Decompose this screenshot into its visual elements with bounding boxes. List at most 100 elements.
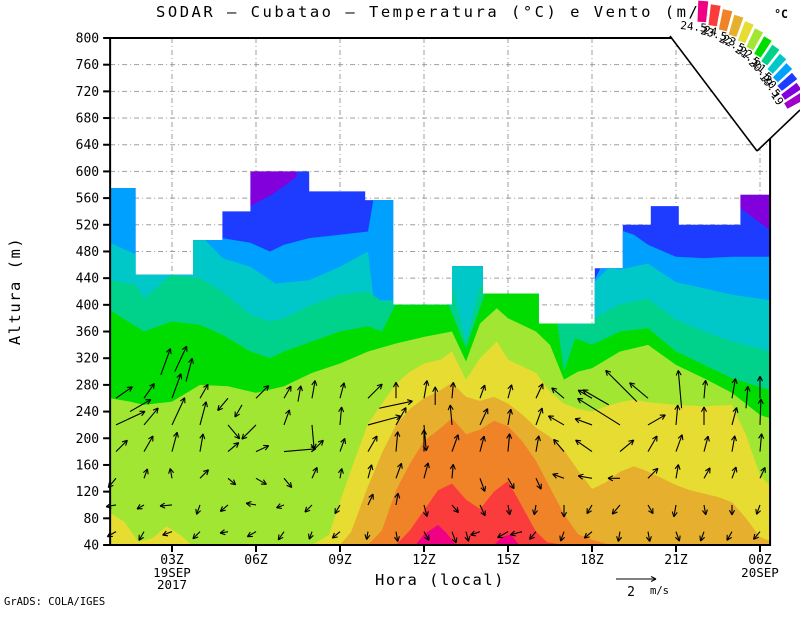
vector-head — [505, 510, 511, 516]
vector-head — [422, 512, 428, 517]
temp-band-purple-patch — [740, 194, 771, 231]
wind-vector — [551, 387, 565, 399]
vector-head — [233, 479, 237, 485]
vector-shaft — [283, 448, 316, 453]
x-tick-label: 15Z — [496, 553, 520, 568]
wind-vector — [129, 399, 152, 413]
wind-vector — [171, 373, 183, 399]
vector-shaft — [423, 462, 429, 479]
wind-vector — [671, 504, 678, 518]
wind-vector — [168, 468, 175, 479]
wind-vector — [730, 435, 737, 452]
wind-vector — [507, 478, 515, 490]
vector-head — [447, 404, 451, 411]
vector-shaft — [367, 493, 374, 506]
vector-head — [756, 375, 761, 382]
wind-vector — [731, 407, 739, 426]
vector-head — [452, 382, 457, 388]
vector-head — [631, 439, 635, 446]
vector-head — [219, 532, 226, 536]
y-tick-label: 720 — [76, 85, 99, 100]
wind-vector — [577, 397, 621, 426]
x-tick-label: 12Z — [412, 553, 436, 568]
wind-vector — [138, 531, 145, 541]
vector-shaft — [129, 399, 152, 413]
vector-shaft — [106, 504, 117, 508]
vector-head — [147, 399, 152, 405]
wind-vector — [115, 410, 146, 426]
vector-head — [286, 484, 292, 488]
wind-vector — [199, 469, 210, 479]
vector-head — [452, 464, 456, 470]
vector-shaft — [647, 468, 659, 479]
wind-vector — [619, 439, 635, 453]
vector-head — [341, 406, 345, 413]
y-tick-label: 120 — [76, 485, 99, 500]
vector-shaft — [586, 504, 593, 514]
wind-vector — [106, 531, 117, 538]
wind-vector — [647, 435, 658, 452]
vector-head — [583, 532, 587, 539]
colorbar-segment — [707, 3, 722, 28]
vector-head — [747, 386, 751, 392]
vector-head — [734, 435, 737, 442]
vector-shaft — [675, 434, 683, 452]
wind-vector — [142, 468, 149, 479]
vector-head — [368, 493, 374, 498]
wind-vector — [583, 531, 593, 539]
vector-head — [195, 508, 198, 515]
wind-vector — [283, 477, 293, 488]
vector-shaft — [276, 504, 285, 509]
wind-vector — [553, 438, 565, 452]
wind-vector — [497, 531, 509, 539]
vector-head — [288, 409, 291, 416]
vector-head — [480, 512, 486, 517]
wind-vector — [219, 504, 229, 512]
vector-head — [108, 484, 114, 488]
vector-head — [511, 384, 514, 391]
vector-shaft — [107, 531, 117, 538]
wind-vector — [701, 504, 708, 516]
vector-shaft — [451, 464, 454, 479]
vector-shaft — [677, 370, 683, 409]
vector-head — [434, 386, 439, 393]
vector-head — [264, 445, 270, 451]
wind-vector — [394, 431, 401, 452]
vector-head — [456, 507, 459, 513]
vector-head — [753, 533, 756, 540]
vector-head — [578, 473, 584, 477]
wind-vector — [464, 531, 471, 542]
vector-shaft — [220, 531, 229, 534]
vector-shaft — [479, 504, 486, 517]
fan-edge-line — [669, 35, 758, 152]
vector-head — [673, 512, 678, 518]
vector-shaft — [115, 386, 133, 399]
vector-head — [337, 468, 343, 474]
wind-vector — [339, 382, 346, 399]
y-tick-label: 240 — [76, 405, 99, 420]
vector-head — [199, 433, 204, 439]
x-tick-label: 03Z — [160, 553, 184, 568]
wind-vector — [308, 531, 314, 540]
wind-vector — [227, 424, 241, 440]
vector-head — [278, 536, 284, 541]
wind-vector — [675, 370, 683, 409]
wind-vector — [647, 467, 659, 479]
wind-vector — [199, 401, 208, 426]
vector-head — [376, 383, 383, 387]
vector-shaft — [423, 380, 428, 399]
vector-head — [575, 417, 581, 420]
vector-head — [234, 436, 240, 440]
colorbar-segment — [727, 13, 745, 39]
y-tick-label: 400 — [76, 298, 99, 313]
vector-head — [577, 475, 583, 480]
wind-vector — [422, 424, 429, 452]
vector-shaft — [255, 477, 267, 485]
vector-head — [532, 509, 535, 515]
wind-vector — [143, 407, 159, 426]
wind-vector — [364, 531, 371, 540]
vector-head — [340, 438, 346, 443]
vector-shaft — [107, 477, 117, 488]
vector-head — [426, 380, 430, 386]
